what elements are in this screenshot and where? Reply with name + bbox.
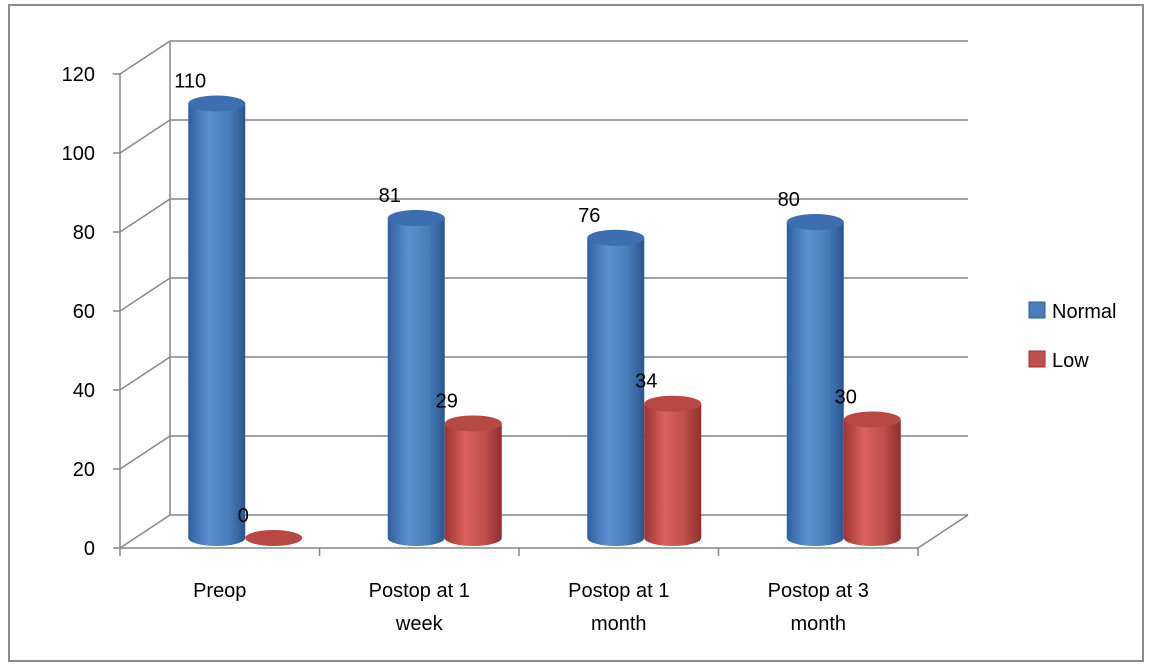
bar-normal-0-body — [188, 104, 245, 546]
bar-low-2-top — [644, 396, 701, 412]
bar-low-0-top — [245, 530, 302, 546]
x-tick-label-1-0: Postop at 1 — [369, 580, 470, 602]
x-tick-label-0-0: Preop — [193, 580, 246, 602]
bar-low-2-body — [644, 404, 701, 546]
bar-low-3 — [844, 412, 901, 547]
data-labels: 110 81 76 80 0 29 34 30 — [174, 71, 857, 528]
bar-normal-1-body — [388, 218, 445, 546]
floor-right-edge — [918, 515, 968, 548]
y-tick-label-0: 0 — [84, 538, 95, 560]
bar-normal-3-body — [787, 222, 844, 546]
x-tick-label-2-1: month — [591, 613, 647, 635]
bar-low-0 — [245, 530, 302, 546]
y-tick-label-40: 40 — [73, 380, 95, 402]
y-tick-label-60: 60 — [73, 301, 95, 323]
side-gridline-0 — [120, 515, 170, 548]
data-label-low-0: 0 — [238, 505, 249, 527]
data-label-normal-3: 80 — [778, 189, 800, 211]
bar-low-3-top — [844, 412, 901, 428]
y-tick-label-120: 120 — [62, 64, 95, 86]
y-tick-label-20: 20 — [73, 459, 95, 481]
legend: Normal Low — [1029, 301, 1116, 372]
data-label-normal-0: 110 — [174, 71, 206, 93]
y-tick-label-100: 100 — [62, 143, 95, 165]
x-tick-label-3-1: month — [790, 613, 846, 635]
side-gridline-80 — [120, 199, 170, 232]
y-tick-label-80: 80 — [73, 222, 95, 244]
side-gridline-100 — [120, 120, 170, 153]
data-label-low-1: 29 — [436, 390, 458, 412]
bar-normal-2-top — [587, 230, 644, 246]
data-label-low-2: 34 — [635, 371, 657, 393]
bar-low-1 — [445, 415, 502, 546]
x-tick-label-1-1: week — [395, 613, 444, 635]
bar-normal-1 — [388, 210, 445, 546]
bar-low-2 — [644, 396, 701, 546]
bar-normal-0-top — [188, 96, 245, 112]
data-label-normal-1: 81 — [379, 185, 401, 207]
bar-normal-3 — [787, 214, 844, 546]
bar-normal-3-top — [787, 214, 844, 230]
legend-swatch-normal — [1029, 302, 1045, 318]
bar-low-3-body — [844, 420, 901, 547]
data-label-low-3: 30 — [835, 387, 857, 409]
data-label-normal-2: 76 — [578, 205, 600, 227]
bar-low-1-body — [445, 423, 502, 546]
bars — [188, 96, 901, 547]
x-tick-label-3-0: Postop at 3 — [768, 580, 869, 602]
bar-normal-0 — [188, 96, 245, 546]
side-gridline-40 — [120, 357, 170, 390]
legend-label-low: Low — [1052, 350, 1089, 372]
side-gridline-120 — [120, 41, 170, 74]
bar-low-1-top — [445, 415, 502, 431]
x-tick-label-2-0: Postop at 1 — [568, 580, 669, 602]
side-gridline-60 — [120, 278, 170, 311]
legend-label-normal: Normal — [1052, 301, 1116, 323]
bar-normal-1-top — [388, 210, 445, 226]
side-gridline-20 — [120, 436, 170, 469]
legend-swatch-low — [1029, 351, 1045, 367]
